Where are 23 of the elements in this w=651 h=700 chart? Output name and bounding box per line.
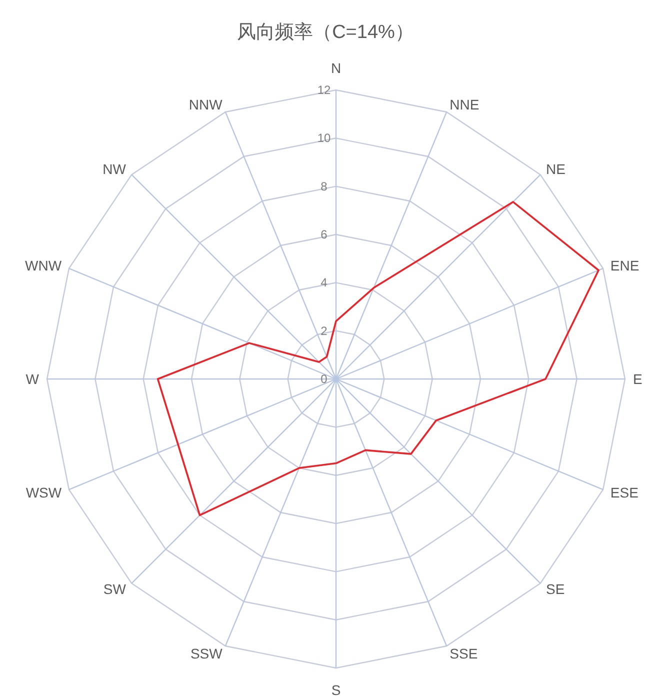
spoke-label: SE [546,581,565,598]
spoke-label: WNW [25,257,62,274]
spoke-label: SSE [450,645,478,662]
spoke-label: S [331,682,341,698]
chart-title: 风向频率（C=14%） [237,21,414,43]
spoke-label: NNE [450,96,480,113]
spoke-label: ESE [610,484,638,501]
spoke-label: SSW [190,645,224,662]
spoke-label: NNW [188,96,224,113]
spoke-label: NW [102,160,127,177]
spoke-label: W [26,371,40,387]
spoke-label: NE [546,160,566,177]
spoke-label: E [633,371,642,387]
spoke-label: SW [103,581,127,598]
spoke-label: WSW [26,484,62,501]
spoke-label: ENE [610,257,640,274]
y-tick-label: 8 [320,179,328,194]
spoke-label: N [330,60,342,76]
y-tick-label: 2 [320,324,328,338]
y-tick-label: 6 [320,228,328,242]
y-tick-label: 4 [320,276,328,290]
y-tick-label: 10 [317,131,331,146]
y-tick-label: 12 [317,83,331,97]
